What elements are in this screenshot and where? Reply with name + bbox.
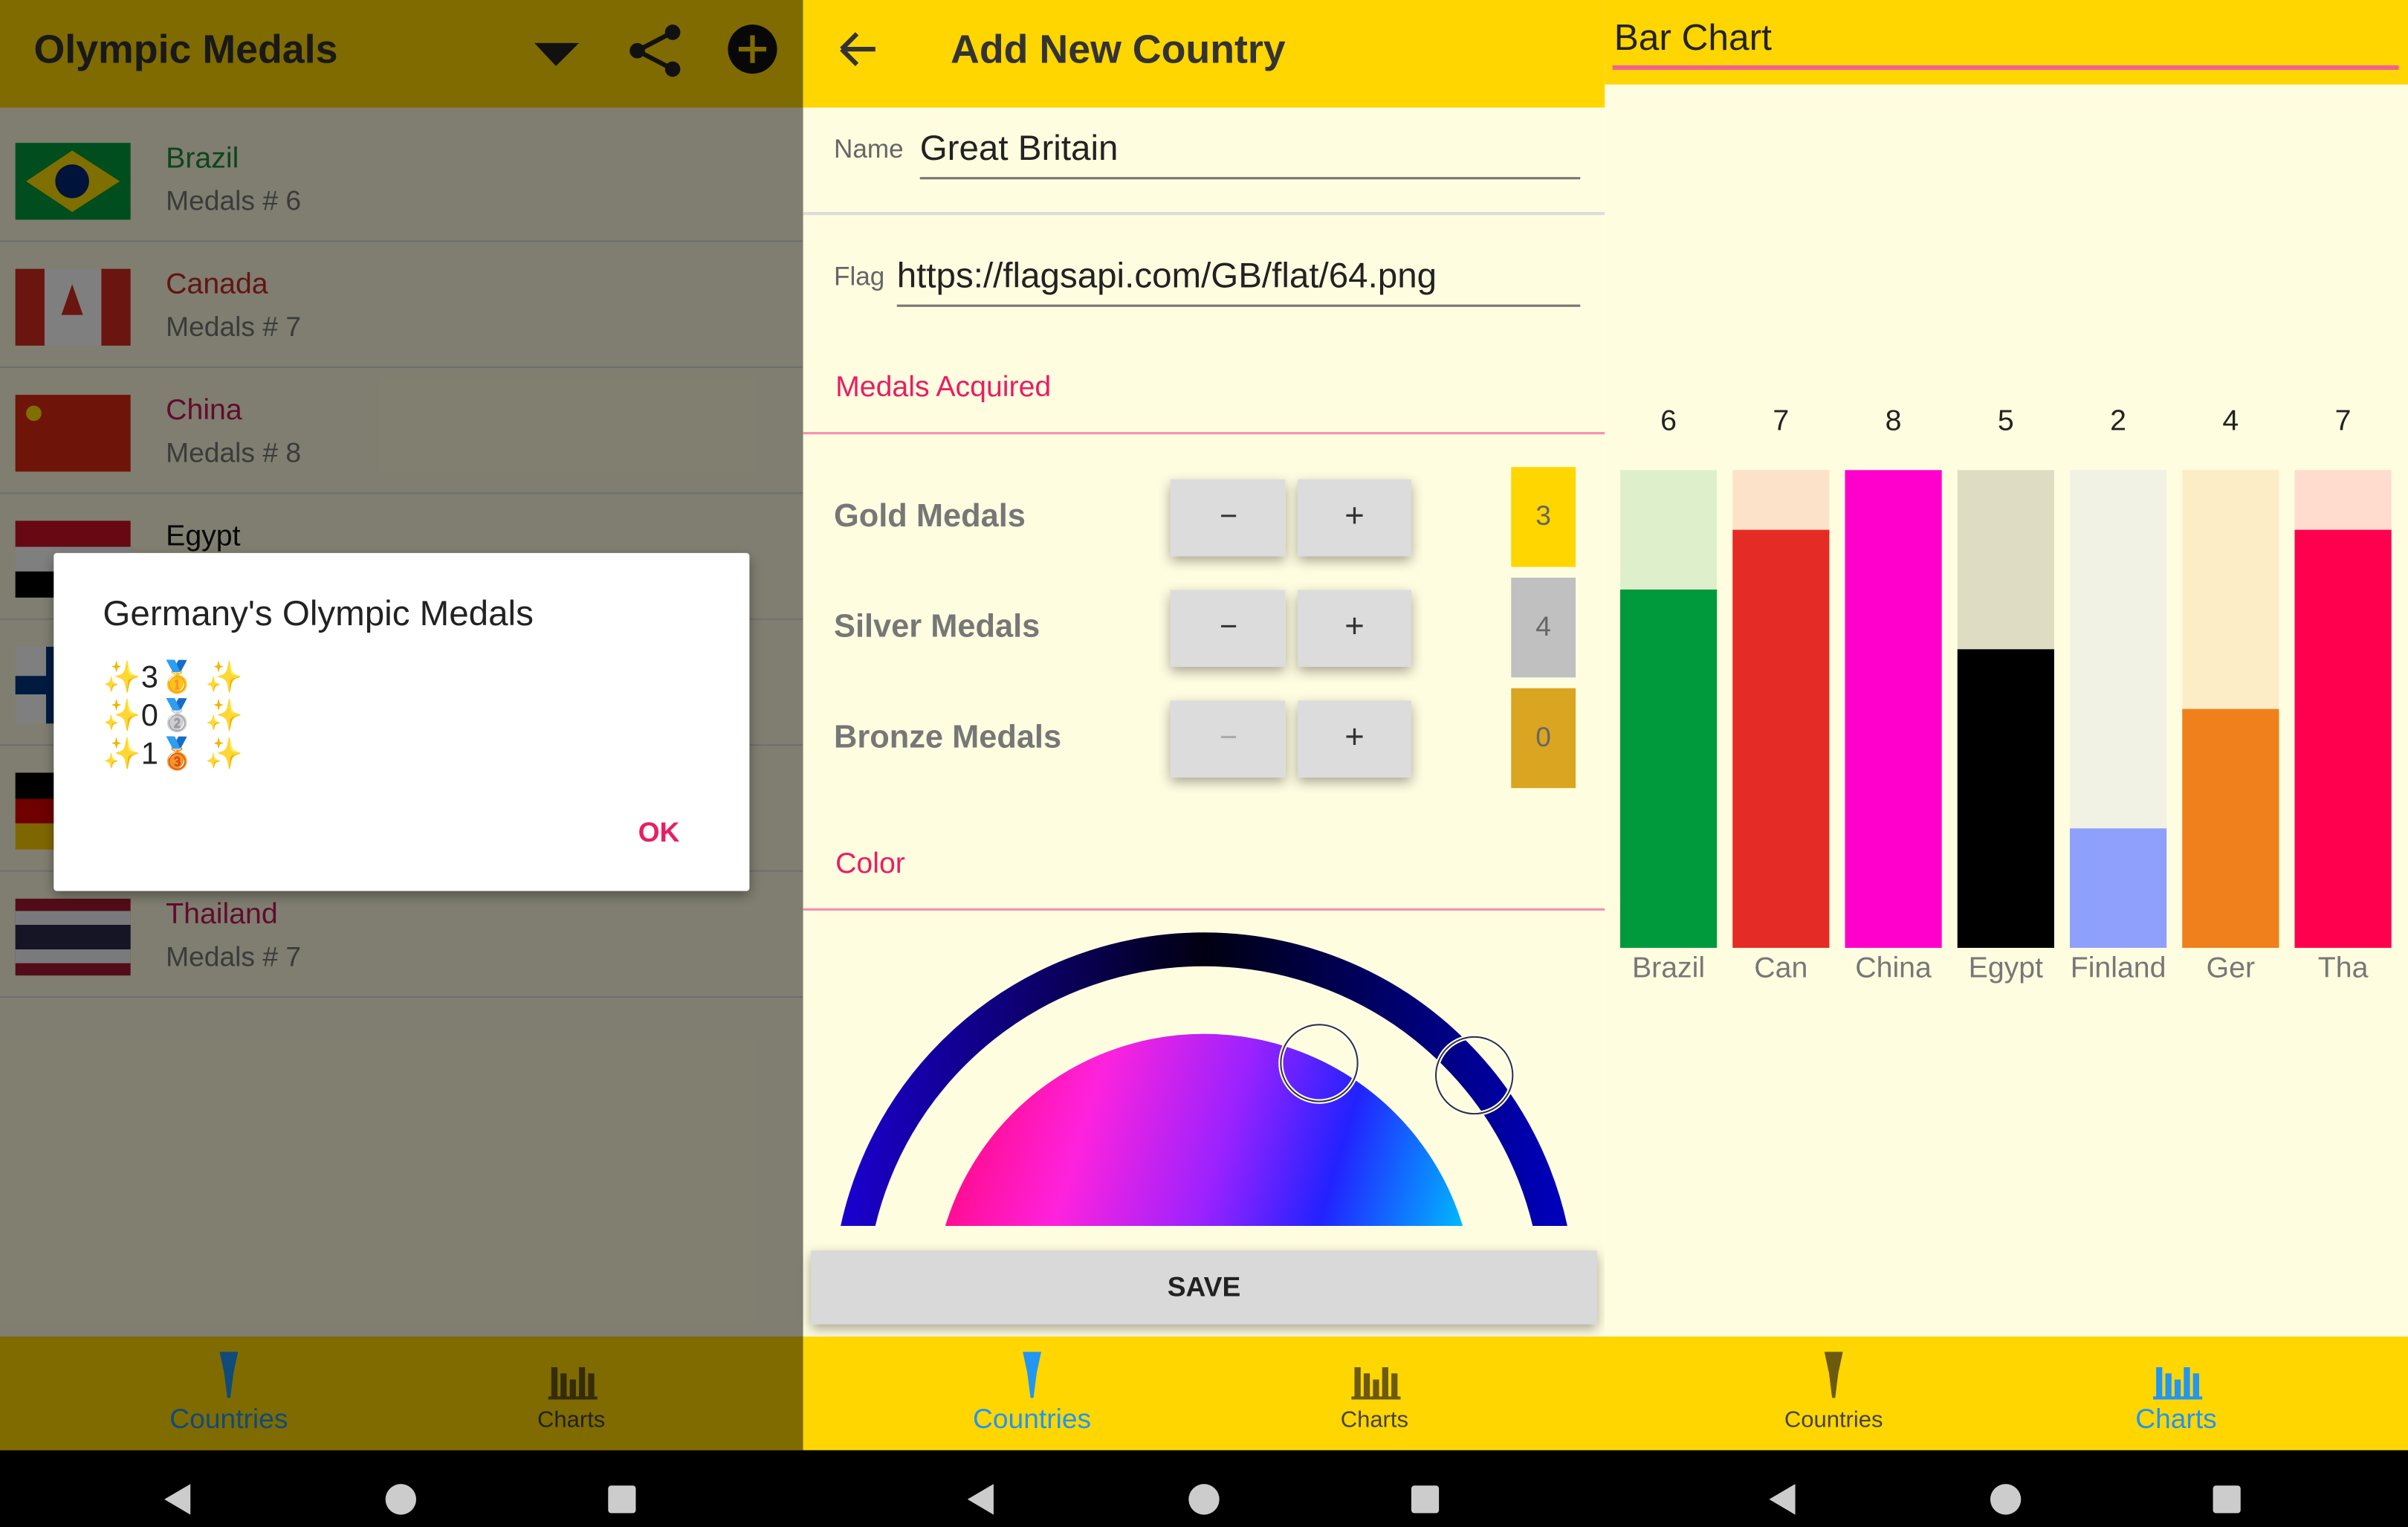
bar-value-label: 8 — [1886, 404, 1902, 437]
ok-button[interactable]: OK — [638, 816, 680, 848]
x-tick-label: Ger — [2207, 951, 2255, 984]
minus-label: − — [1220, 720, 1237, 754]
section-header: Medals Acquired — [835, 370, 1051, 403]
plus-label: + — [1344, 496, 1365, 534]
chart-icon-bar — [1373, 1379, 1379, 1398]
nav-home[interactable] — [1990, 1484, 2022, 1515]
minus-button[interactable] — [1170, 590, 1286, 667]
x-tick-label: Can — [1754, 951, 1807, 984]
plus-button[interactable] — [1298, 590, 1411, 667]
count-box — [1511, 467, 1576, 567]
nav-home[interactable] — [1188, 1484, 1220, 1515]
field-value: Great Britain — [920, 129, 1119, 168]
bar-value-label: 2 — [2110, 404, 2126, 437]
dialog-line: ✨1🥉 ✨ — [103, 736, 243, 772]
nav-recents[interactable] — [608, 1485, 636, 1514]
plus-button[interactable] — [1298, 700, 1411, 778]
save-label: SAVE — [1168, 1271, 1241, 1302]
section-header: Color — [835, 847, 905, 879]
minus-button[interactable] — [1170, 479, 1286, 557]
count-value: 0 — [1535, 721, 1551, 752]
x-tick-label: China — [1855, 951, 1932, 984]
chart-icon-bar — [2174, 1379, 2181, 1398]
medal-label: Bronze Medals — [834, 719, 1061, 755]
plus-label: + — [1344, 717, 1365, 755]
chart-icon-bar — [2156, 1367, 2163, 1398]
bar-value-label: 7 — [2335, 404, 2352, 437]
minus-label: − — [1220, 609, 1237, 643]
bar-value-label: 5 — [1998, 404, 2014, 437]
bar-value-label: 6 — [1660, 404, 1677, 437]
color-handle — [1280, 1024, 1359, 1103]
minus-button[interactable] — [1170, 700, 1286, 778]
save-button[interactable] — [811, 1250, 1597, 1325]
bar-value-label: 4 — [2222, 404, 2239, 437]
medal-label: Silver Medals — [834, 609, 1040, 645]
nav-back[interactable] — [1769, 1484, 1796, 1515]
torch-icon — [1023, 1352, 1041, 1398]
tab-bar — [1605, 1336, 2408, 1450]
chart-icon-bar — [2165, 1373, 2172, 1398]
chart-icon-base — [1351, 1396, 1401, 1400]
field-label: Name — [834, 135, 904, 164]
bar — [1957, 649, 2054, 948]
back-arrow[interactable] — [840, 32, 876, 66]
chart-icon-bar — [1382, 1367, 1388, 1398]
torch-icon — [1824, 1352, 1843, 1398]
dialog-line: ✨0🥈 ✨ — [103, 697, 243, 734]
dialog-line: ✨3🥇 ✨ — [103, 659, 243, 695]
bar — [2069, 828, 2167, 948]
x-tick-label: Tha — [2318, 951, 2369, 984]
field-value: https://flagsapi.com/GB/flat/64.png — [897, 256, 1437, 296]
chart-title: Bar Chart — [1614, 16, 1772, 58]
screen-title: Add New Country — [951, 27, 1286, 71]
field-label: Flag — [834, 262, 884, 291]
bar — [1619, 589, 1718, 948]
count-box — [1511, 688, 1576, 789]
bar-value-label: 7 — [1773, 404, 1789, 437]
chart-icon-bar — [1391, 1373, 1398, 1398]
bar — [1732, 529, 1830, 948]
nav-recents[interactable] — [2213, 1485, 2241, 1514]
color-wheel — [945, 1033, 1463, 1226]
bar — [2294, 529, 2392, 948]
dialog — [54, 552, 750, 891]
tab-bar — [803, 1336, 1607, 1450]
bar — [1845, 470, 1942, 948]
chart-icon-bar — [2192, 1373, 2199, 1398]
count-box — [1511, 577, 1576, 678]
chart-header — [1605, 0, 2408, 85]
dialog-title: Germany's Olympic Medals — [103, 594, 533, 633]
tab-label: Charts — [1341, 1407, 1408, 1433]
hue-ring — [841, 932, 1567, 1226]
chart-icon-bar — [2184, 1367, 2190, 1398]
minus-label: − — [1220, 498, 1237, 532]
nav-recents[interactable] — [1411, 1485, 1440, 1514]
plus-label: + — [1344, 607, 1365, 645]
nav-home[interactable] — [385, 1484, 416, 1515]
x-tick-label: Egypt — [1969, 951, 2043, 984]
chart-icon-base — [2152, 1396, 2203, 1400]
plus-button[interactable] — [1298, 479, 1411, 557]
tab-label-active: Charts — [2135, 1403, 2217, 1434]
nav-back[interactable] — [967, 1484, 994, 1515]
tab-label: Countries — [1784, 1407, 1883, 1433]
chart-icon-bar — [1354, 1367, 1361, 1398]
x-tick-label: Finland — [2071, 951, 2166, 984]
x-tick-label: Brazil — [1632, 951, 1705, 984]
app-bar — [803, 0, 1605, 108]
count-value: 3 — [1535, 500, 1551, 531]
bar — [2182, 708, 2279, 948]
nav-back[interactable] — [164, 1484, 191, 1515]
ring-handle — [1434, 1036, 1514, 1115]
chart-icon-bar — [1363, 1373, 1370, 1398]
tab-label-active: Countries — [973, 1403, 1091, 1434]
count-value: 4 — [1535, 610, 1551, 642]
medal-label: Gold Medals — [834, 498, 1026, 534]
